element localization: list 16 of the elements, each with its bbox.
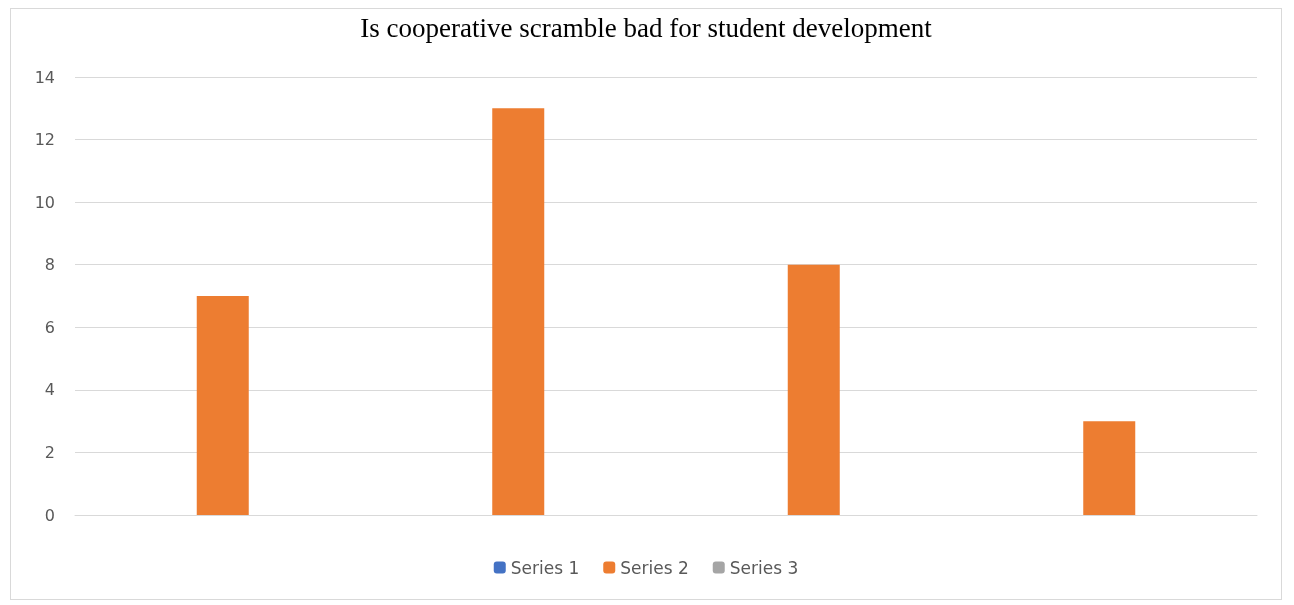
bar [787, 264, 840, 515]
y-tick-label: 12 [34, 130, 55, 150]
chart-title: Is cooperative scramble bad for student development [360, 12, 933, 43]
bar [1083, 421, 1136, 515]
y-tick-label: 0 [44, 505, 55, 525]
legend-label: Series 1 [510, 557, 580, 578]
bar [492, 108, 545, 515]
legend-label: Series 3 [729, 557, 799, 578]
y-tick-label: 4 [44, 380, 55, 400]
legend-label: Series 2 [620, 557, 689, 578]
y-tick-label: 10 [34, 192, 55, 212]
bar [196, 296, 249, 515]
y-tick-label: 6 [44, 317, 55, 337]
y-tick-label: 8 [44, 255, 55, 275]
y-tick-label: 14 [34, 67, 55, 87]
y-tick-label: 2 [44, 442, 55, 462]
